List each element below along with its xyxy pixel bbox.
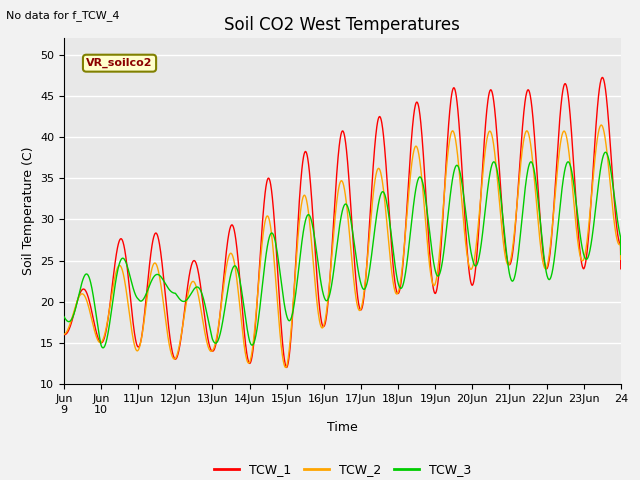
Legend: TCW_1, TCW_2, TCW_3: TCW_1, TCW_2, TCW_3 — [209, 458, 476, 480]
Y-axis label: Soil Temperature (C): Soil Temperature (C) — [22, 147, 35, 276]
X-axis label: Time: Time — [327, 421, 358, 434]
Text: No data for f_TCW_4: No data for f_TCW_4 — [6, 10, 120, 21]
Text: VR_soilco2: VR_soilco2 — [86, 58, 153, 68]
Title: Soil CO2 West Temperatures: Soil CO2 West Temperatures — [225, 16, 460, 34]
